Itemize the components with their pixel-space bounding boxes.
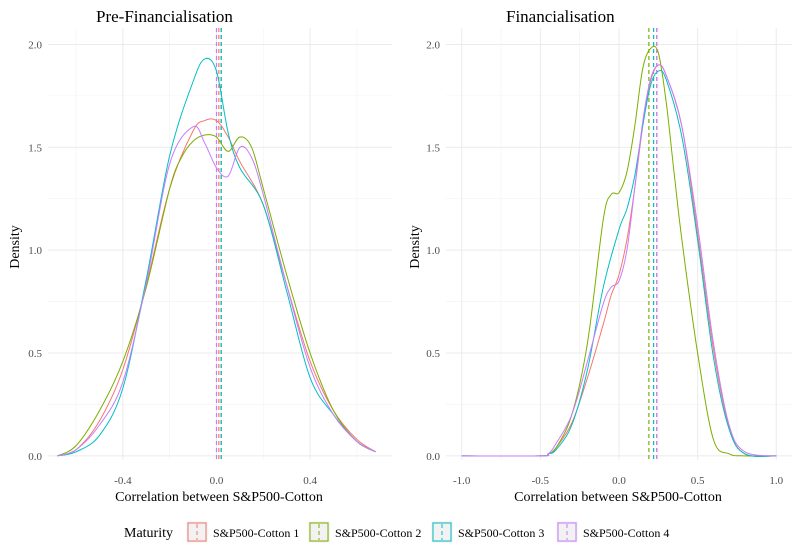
y-tick-label: 1.0 (426, 245, 440, 257)
x-tick-label: 0.0 (210, 475, 224, 487)
y-tick-label: 2.0 (426, 39, 440, 51)
panel-title: Financialisation (506, 7, 615, 26)
legend-item: S&P500-Cotton 3 (431, 521, 544, 543)
y-axis-label: Density (408, 225, 423, 269)
x-tick-label: 1.0 (769, 475, 783, 487)
y-tick-label: 0.5 (426, 348, 440, 360)
legend-item: S&P500-Cotton 2 (308, 521, 421, 543)
x-axis-label: Correlation between S&P500-Cotton (115, 490, 323, 505)
density-curves (57, 57, 376, 457)
legend-item: S&P500-Cotton 4 (556, 521, 669, 543)
x-tick-label: -0.4 (114, 475, 132, 487)
mean-lines (215, 28, 222, 460)
x-tick-label: 0.0 (612, 475, 626, 487)
legend-key-outline (432, 522, 452, 542)
panel-financialisation: Financialisation 0.0 0.5 1.0 1.5 2.0 -1.0 -0.… (408, 7, 792, 505)
density-curves (461, 45, 777, 457)
density-curve (57, 118, 376, 457)
y-tick-labels: 0.0 0.5 1.0 1.5 2.0 (28, 39, 42, 462)
legend-label: S&P500-Cotton 2 (335, 526, 421, 540)
density-curve (461, 45, 777, 457)
y-tick-label: 1.0 (28, 245, 42, 257)
panel-pre-financialisation: Pre-Financialisation 0.0 0.5 1.0 1.5 2.0 -0.… (8, 7, 392, 505)
x-tick-label: 0.5 (691, 475, 705, 487)
density-curve (57, 134, 376, 457)
y-tick-labels: 0.0 0.5 1.0 1.5 2.0 (426, 39, 440, 462)
grid (446, 28, 792, 460)
mean-lines (648, 28, 658, 460)
x-tick-labels: -0.4 0.0 0.4 (114, 475, 317, 487)
y-tick-label: 0.0 (28, 451, 42, 463)
y-tick-label: 0.5 (28, 348, 42, 360)
y-tick-label: 1.5 (426, 142, 440, 154)
legend-title: Maturity (124, 526, 173, 541)
x-tick-label: -1.0 (453, 475, 471, 487)
density-curve (461, 64, 777, 457)
x-tick-labels: -1.0 -0.5 0.0 0.5 1.0 (453, 475, 784, 487)
y-tick-label: 0.0 (426, 451, 440, 463)
x-tick-label: -0.5 (532, 475, 550, 487)
legend-items: S&P500-Cotton 1 S&P500-Cotton 2 S&P500-Cot… (186, 521, 669, 543)
y-tick-label: 2.0 (28, 39, 42, 51)
panel-title: Pre-Financialisation (96, 7, 233, 26)
legend-item: S&P500-Cotton 1 (186, 521, 299, 543)
legend-label: S&P500-Cotton 4 (583, 526, 669, 540)
x-axis-label: Correlation between S&P500-Cotton (514, 490, 722, 505)
legend-key-outline (187, 522, 207, 542)
legend-key-outline (309, 522, 329, 542)
y-axis-label: Density (8, 225, 23, 269)
y-tick-label: 1.5 (28, 142, 42, 154)
legend-label: S&P500-Cotton 3 (458, 526, 544, 540)
x-tick-label: 0.4 (303, 475, 317, 487)
density-curve (57, 125, 376, 457)
grid (48, 28, 392, 460)
density-curve (57, 57, 376, 457)
legend-key-outline (557, 522, 577, 542)
legend-label: S&P500-Cotton 1 (213, 526, 299, 540)
